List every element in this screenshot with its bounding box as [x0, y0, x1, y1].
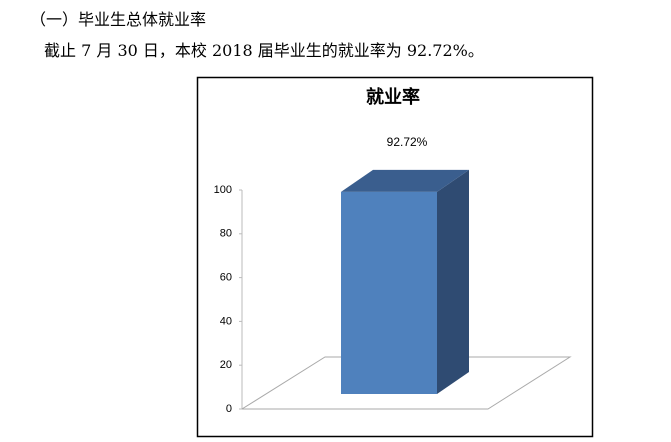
y-tick-label: 20: [220, 359, 232, 371]
section-heading: （一）毕业生总体就业率: [30, 10, 207, 29]
y-tick-label: 80: [220, 228, 232, 240]
y-tick-label: 0: [226, 403, 232, 415]
value-label: 92.72%: [387, 135, 428, 149]
y-tick-label: 60: [220, 272, 232, 284]
floor: [240, 356, 572, 410]
bar: [341, 191, 437, 394]
chart-title: 就业率: [366, 86, 420, 107]
y-tick-label: 100: [214, 184, 232, 196]
y-tick-label: 40: [220, 315, 232, 327]
bar-side: [437, 169, 469, 394]
bar-top: [341, 169, 469, 192]
paragraph: 截止 7 月 30 日，本校 2018 届毕业生的就业率为 92.72%。: [44, 41, 484, 60]
